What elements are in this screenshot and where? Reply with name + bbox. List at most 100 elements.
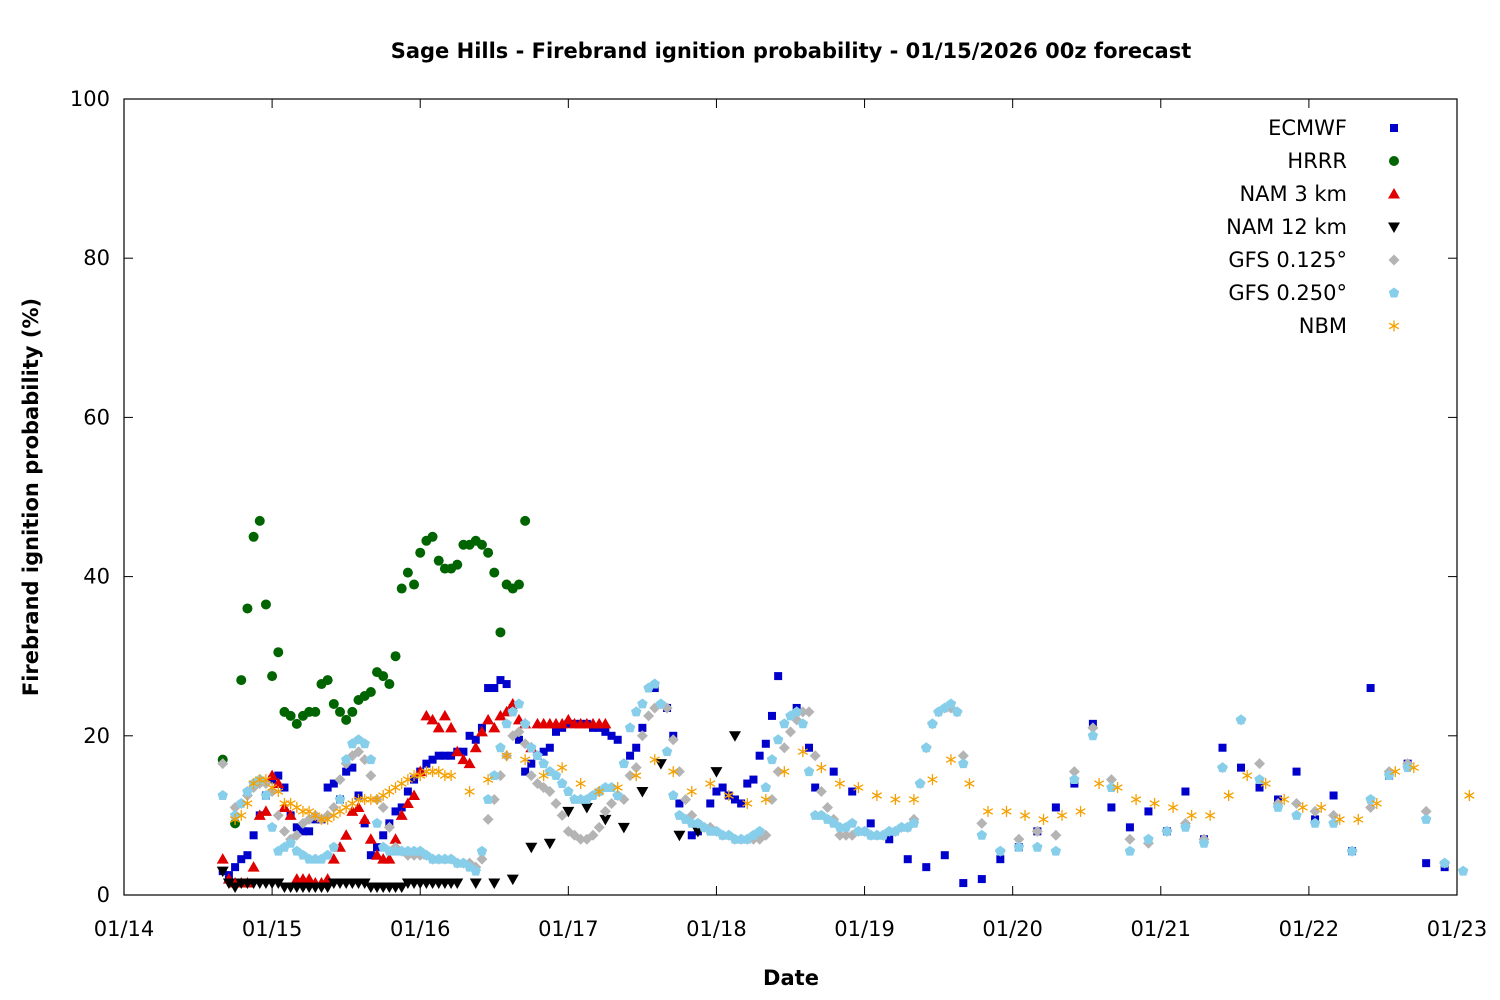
point-hrrr: [310, 706, 321, 717]
point-gfs-0-125: [513, 726, 525, 738]
point-hrrr: [347, 706, 358, 717]
point-gfs-0-250: [550, 770, 562, 781]
x-tick-label: 01/21: [1131, 917, 1192, 941]
point-gfs-0-250: [1309, 817, 1321, 828]
point-gfs-0-250: [538, 758, 549, 769]
asterisk-stroke: [273, 788, 284, 795]
point-nbm: [1168, 801, 1179, 813]
point-nbm: [1260, 778, 1271, 790]
point-ecmwf: [743, 779, 752, 788]
point-nbm: [1186, 809, 1197, 821]
point-nbm: [538, 770, 549, 782]
point-gfs-0-125: [334, 774, 346, 786]
plot-points: [216, 515, 1475, 894]
x-tick-label: 01/18: [686, 917, 747, 941]
point-nam-12-km: [617, 822, 630, 834]
point-ecmwf: [249, 831, 258, 840]
point-nbm: [723, 790, 734, 801]
asterisk-stroke: [1316, 804, 1327, 811]
point-nbm: [445, 770, 457, 782]
asterisk-stroke: [1149, 800, 1160, 807]
y-tick-label: 20: [83, 724, 110, 748]
point-gfs-0-250: [526, 742, 537, 753]
point-hrrr: [328, 698, 339, 709]
point-ecmwf: [1181, 787, 1190, 796]
point-ecmwf: [1366, 684, 1375, 693]
point-nam-3-km: [438, 709, 451, 721]
point-gfs-0-125: [785, 726, 796, 738]
point-hrrr: [396, 583, 407, 594]
point-nbm: [982, 805, 994, 817]
point-nam-3-km: [371, 849, 384, 860]
point-ecmwf: [1329, 791, 1338, 800]
point-nbm: [1038, 813, 1049, 825]
asterisk-stroke: [267, 784, 278, 791]
point-nam-12-km: [222, 878, 235, 890]
y-axis-label: Firebrand ignition probability (%): [19, 298, 43, 696]
point-gfs-0-250: [630, 706, 642, 717]
point-nbm: [1056, 809, 1068, 821]
point-nbm: [1390, 766, 1401, 778]
point-nbm: [612, 782, 623, 794]
point-gfs-0-250: [340, 754, 352, 765]
point-gfs-0-250: [1013, 841, 1025, 852]
asterisk-stroke: [1019, 812, 1031, 819]
asterisk-stroke: [834, 780, 845, 787]
point-nam-3-km: [475, 725, 488, 737]
point-nam-12-km: [395, 882, 408, 894]
point-gfs-0-125: [673, 766, 685, 778]
point-gfs-0-125: [822, 801, 834, 813]
point-ecmwf: [866, 819, 875, 828]
asterisk-stroke: [1001, 808, 1012, 815]
point-nbm: [927, 774, 938, 786]
legend: ECMWF HRRR NAM 3 km NAM 12 km GFS 0.125° GFS …: [1226, 116, 1400, 338]
point-nbm: [236, 809, 247, 821]
point-gfs-0-250: [1328, 817, 1339, 828]
point-nbm: [890, 793, 901, 805]
point-ecmwf: [1422, 859, 1431, 868]
point-ecmwf: [755, 751, 764, 760]
point-nam-3-km: [327, 853, 340, 864]
point-ecmwf: [1292, 767, 1301, 776]
point-ecmwf: [274, 771, 283, 780]
point-nbm: [1242, 770, 1253, 782]
point-ecmwf: [551, 727, 560, 736]
x-tick-label: 01/19: [834, 917, 895, 941]
point-nbm: [797, 746, 808, 758]
point-gfs-0-250: [495, 742, 506, 753]
point-nbm: [1297, 801, 1308, 813]
point-gfs-0-250: [242, 786, 253, 796]
point-ecmwf: [237, 855, 246, 864]
point-nbm: [1353, 813, 1364, 825]
point-hrrr: [254, 515, 265, 526]
point-nbm: [816, 762, 827, 774]
point-hrrr: [365, 687, 376, 698]
point-ecmwf: [403, 787, 412, 796]
asterisk-stroke: [242, 800, 253, 807]
point-gfs-0-125: [815, 786, 827, 798]
point-gfs-0-125: [1254, 758, 1266, 770]
asterisk-stroke: [982, 808, 994, 815]
point-ecmwf: [298, 827, 307, 836]
point-nam-3-km: [562, 713, 575, 725]
asterisk-stroke: [1038, 816, 1049, 823]
point-nam-12-km: [229, 882, 242, 894]
point-nbm: [594, 786, 605, 798]
point-nbm: [482, 774, 494, 786]
point-hrrr: [291, 718, 302, 729]
point-ecmwf: [632, 743, 641, 752]
point-nbm: [1316, 801, 1327, 813]
asterisk-stroke: [1168, 804, 1179, 811]
point-nam-12-km: [543, 838, 556, 850]
point-nam-12-km: [728, 731, 741, 742]
asterisk-stroke: [779, 768, 790, 775]
asterisk-stroke: [723, 792, 734, 799]
point-gfs-0-250: [1050, 845, 1062, 856]
point-ecmwf: [977, 875, 986, 884]
point-hrrr: [513, 579, 524, 590]
point-nam-3-km: [352, 801, 365, 812]
point-nam-12-km: [580, 802, 593, 814]
point-gfs-0-125: [1105, 774, 1117, 786]
point-ecmwf: [366, 851, 375, 860]
point-gfs-0-250: [334, 793, 346, 804]
